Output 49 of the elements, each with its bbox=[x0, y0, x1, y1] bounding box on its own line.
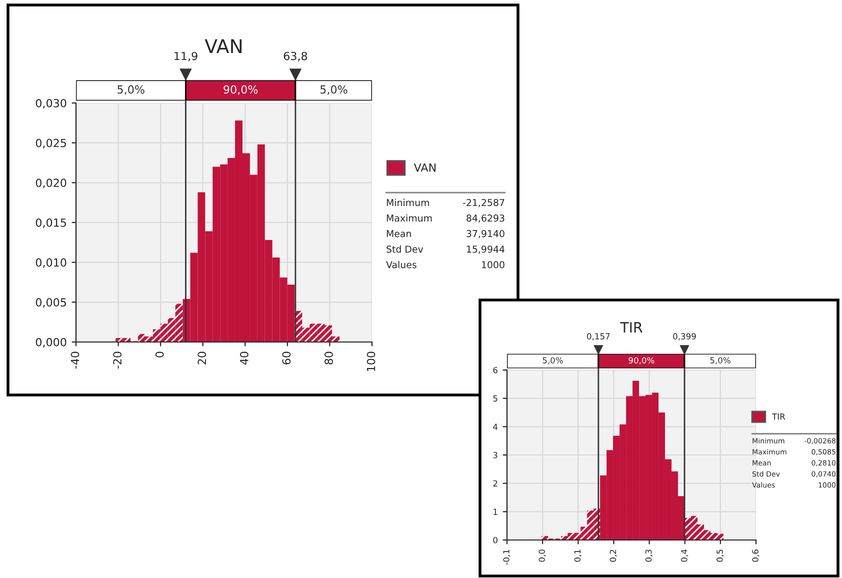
text: 5,0% bbox=[320, 85, 348, 95]
x-tick-label: 60 bbox=[282, 352, 291, 364]
x-tick-label: 0 bbox=[155, 352, 164, 358]
y-tick-label: 0,000 bbox=[36, 338, 66, 348]
x-tick-label: 0,4 bbox=[680, 549, 688, 562]
x-tick-label: 0,1 bbox=[574, 550, 582, 562]
x-tick-label: 20 bbox=[198, 352, 206, 364]
x-tick-label: 0,0 bbox=[538, 550, 546, 562]
x-tick-label: 0,3 bbox=[645, 550, 653, 562]
x-tick-label: 40 bbox=[240, 352, 248, 365]
x-tick-label: 0,2 bbox=[610, 550, 617, 562]
text: 5,0% bbox=[542, 357, 563, 364]
y-tick-label: 4 bbox=[493, 424, 498, 430]
y-tick-label: 6 bbox=[493, 366, 498, 374]
legend-label: VAN bbox=[414, 163, 436, 172]
text: Std Dev 15,9944 bbox=[386, 245, 504, 254]
y-tick-label: 0,015 bbox=[36, 218, 66, 228]
text: Mean 37,9140 bbox=[386, 230, 504, 238]
ref-line-label: 0,157 bbox=[587, 333, 610, 340]
x-tick-label: 100 bbox=[366, 352, 376, 372]
text: Values 1000 bbox=[386, 260, 504, 268]
text: Minimum -21,2587 bbox=[386, 198, 504, 208]
text: 90,0% bbox=[628, 357, 654, 364]
ref-line-label: 11,9 bbox=[174, 52, 198, 62]
x-tick-label: 0,5 bbox=[716, 550, 724, 562]
legend-label: TIR bbox=[772, 414, 786, 420]
x-tick-label: 80 bbox=[324, 352, 333, 364]
x-tick-label: 0,6 bbox=[752, 550, 760, 562]
y-tick-label: 0,030 bbox=[36, 98, 66, 109]
ref-line-label: 63,8 bbox=[284, 52, 308, 62]
text: 90,0% bbox=[224, 85, 258, 95]
ref-line-label: 0,399 bbox=[673, 333, 696, 340]
chart-title: TIR bbox=[620, 322, 642, 332]
y-tick-label: 0 bbox=[493, 536, 498, 544]
y-tick-label: 0,005 bbox=[36, 298, 66, 308]
y-tick-label: 5 bbox=[493, 395, 498, 402]
y-tick-label: 0,010 bbox=[36, 258, 66, 268]
x-tick-label: -40 bbox=[70, 352, 80, 369]
y-tick-label: 0,025 bbox=[36, 138, 66, 148]
x-tick-label: -0,1 bbox=[503, 550, 510, 565]
x-tick-label: -20 bbox=[113, 352, 122, 369]
text: Maximum 84,6293 bbox=[386, 214, 504, 223]
text: 5,0% bbox=[118, 85, 144, 95]
y-tick-label: 3 bbox=[493, 452, 498, 458]
chart-title: VAN bbox=[204, 39, 242, 53]
y-tick-label: 2 bbox=[493, 480, 498, 486]
y-tick-label: 1 bbox=[494, 508, 498, 515]
text: 5,0% bbox=[710, 357, 730, 364]
y-tick-label: 0,020 bbox=[36, 178, 66, 188]
